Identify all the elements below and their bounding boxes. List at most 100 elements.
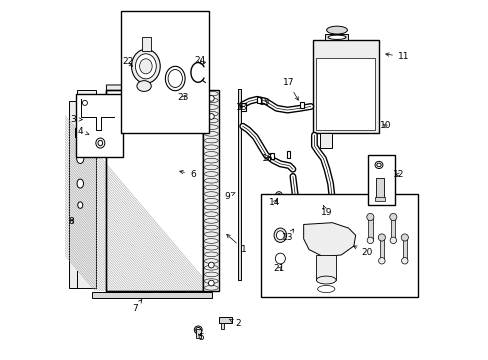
- Bar: [269, 153, 273, 159]
- Text: 1: 1: [226, 234, 246, 255]
- Ellipse shape: [96, 138, 104, 148]
- Ellipse shape: [168, 69, 182, 87]
- Ellipse shape: [204, 178, 218, 183]
- Circle shape: [366, 213, 373, 221]
- Ellipse shape: [194, 326, 202, 334]
- Bar: [240, 103, 245, 111]
- Bar: [300, 102, 304, 108]
- Bar: [238, 89, 241, 280]
- Ellipse shape: [204, 265, 218, 270]
- Ellipse shape: [204, 152, 218, 156]
- Text: 12: 12: [392, 170, 404, 179]
- Bar: [121, 12, 208, 134]
- Text: 18: 18: [235, 103, 246, 112]
- Bar: [106, 90, 203, 291]
- Ellipse shape: [139, 59, 152, 74]
- Bar: [374, 197, 384, 201]
- Circle shape: [401, 257, 407, 264]
- Bar: [75, 128, 83, 137]
- Text: 22: 22: [122, 57, 133, 66]
- Text: 16: 16: [261, 154, 273, 163]
- Ellipse shape: [78, 202, 82, 208]
- Circle shape: [366, 237, 373, 244]
- Ellipse shape: [317, 285, 334, 293]
- Circle shape: [82, 100, 87, 105]
- Bar: [375, 178, 383, 199]
- Bar: [390, 217, 395, 240]
- Ellipse shape: [326, 26, 346, 34]
- Bar: [219, 317, 231, 323]
- Circle shape: [378, 257, 384, 264]
- Ellipse shape: [204, 198, 218, 203]
- Ellipse shape: [374, 161, 382, 168]
- Ellipse shape: [204, 259, 218, 264]
- Ellipse shape: [275, 192, 282, 201]
- Bar: [367, 155, 394, 205]
- Text: 7: 7: [132, 300, 142, 312]
- Circle shape: [378, 234, 385, 241]
- Bar: [379, 238, 383, 261]
- Text: 13: 13: [282, 229, 293, 242]
- Polygon shape: [303, 223, 355, 257]
- Circle shape: [389, 213, 396, 221]
- Ellipse shape: [165, 66, 185, 91]
- Ellipse shape: [204, 105, 218, 109]
- Bar: [92, 292, 212, 298]
- Ellipse shape: [204, 285, 218, 290]
- Ellipse shape: [98, 140, 102, 146]
- Bar: [319, 134, 332, 148]
- Bar: [195, 329, 201, 338]
- Circle shape: [208, 280, 214, 286]
- Text: 2: 2: [229, 319, 241, 328]
- Ellipse shape: [204, 212, 218, 216]
- Circle shape: [208, 114, 214, 119]
- Ellipse shape: [204, 272, 218, 277]
- Bar: [367, 217, 372, 240]
- Bar: [257, 97, 261, 103]
- Bar: [142, 37, 150, 51]
- Text: 5: 5: [198, 333, 204, 342]
- Circle shape: [400, 234, 407, 241]
- Polygon shape: [69, 90, 96, 288]
- Bar: [286, 151, 290, 158]
- Polygon shape: [106, 85, 190, 107]
- Ellipse shape: [274, 228, 286, 242]
- Ellipse shape: [204, 125, 218, 130]
- Text: 8: 8: [69, 217, 74, 226]
- Ellipse shape: [204, 279, 218, 283]
- Bar: [151, 90, 165, 94]
- Ellipse shape: [204, 192, 218, 197]
- Text: 15: 15: [258, 98, 270, 107]
- Ellipse shape: [135, 54, 156, 79]
- Bar: [203, 90, 219, 291]
- Bar: [312, 40, 378, 134]
- Text: 3: 3: [70, 114, 82, 123]
- Bar: [325, 34, 348, 40]
- Ellipse shape: [316, 276, 335, 284]
- Bar: [106, 90, 203, 291]
- Circle shape: [208, 95, 214, 101]
- Ellipse shape: [204, 98, 218, 103]
- Ellipse shape: [204, 118, 218, 123]
- Ellipse shape: [204, 165, 218, 170]
- Ellipse shape: [204, 138, 218, 143]
- Ellipse shape: [204, 158, 218, 163]
- Text: 6: 6: [180, 170, 195, 179]
- Ellipse shape: [204, 205, 218, 210]
- Ellipse shape: [204, 219, 218, 223]
- Ellipse shape: [204, 225, 218, 230]
- Ellipse shape: [77, 153, 83, 163]
- Ellipse shape: [137, 81, 151, 91]
- Ellipse shape: [204, 232, 218, 237]
- Bar: [316, 255, 335, 280]
- Text: 10: 10: [379, 121, 390, 130]
- Ellipse shape: [204, 252, 218, 257]
- Ellipse shape: [276, 231, 284, 240]
- Bar: [221, 323, 224, 329]
- Ellipse shape: [204, 91, 218, 96]
- Bar: [76, 94, 122, 157]
- Text: 20: 20: [353, 246, 372, 257]
- Text: 9: 9: [224, 192, 235, 201]
- Ellipse shape: [327, 35, 346, 40]
- Circle shape: [208, 262, 214, 268]
